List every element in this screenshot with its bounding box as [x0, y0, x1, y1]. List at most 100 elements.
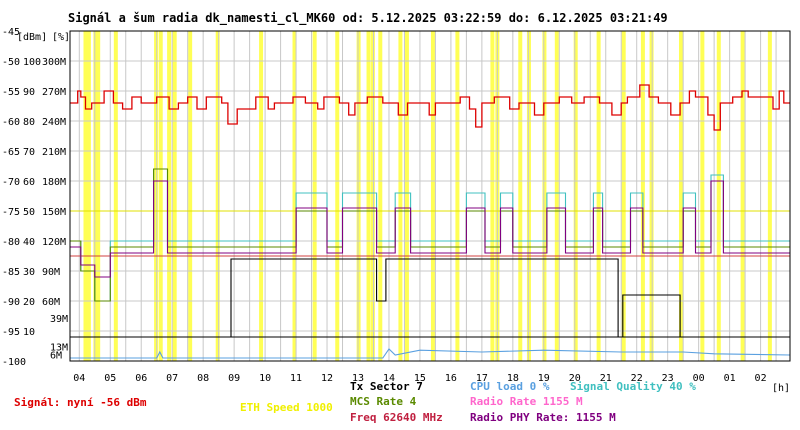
eth-band-8: [172, 31, 177, 361]
x-tick-11: 15: [414, 373, 426, 384]
x-tick-10: 14: [383, 373, 395, 384]
legend-signal-now: Signál: nyní -56 dBm: [14, 396, 147, 409]
eth-yellow-bands: [83, 31, 772, 361]
y-tick-pct-3: 70: [23, 147, 35, 158]
y-tick-pct-4: 60: [23, 177, 35, 188]
eth-band-12: [292, 31, 297, 361]
x-tick-5: 09: [228, 373, 240, 384]
y-tick-pct-9: 10: [23, 327, 35, 338]
x-tick-21: 01: [724, 373, 736, 384]
y-tick-pct-8: 20: [23, 297, 35, 308]
y-tick-dbm-5: -70: [2, 177, 20, 188]
y-tick-dbm-10: -95: [2, 327, 20, 338]
series-line-4: [70, 258, 790, 338]
eth-band-6: [158, 31, 163, 361]
eth-band-35: [700, 31, 705, 361]
eth-band-2: [93, 31, 98, 361]
y-tick-rate-6: 120M: [42, 237, 66, 248]
eth-band-0: [83, 31, 88, 361]
eth-band-34: [678, 31, 683, 361]
eth-band-20: [404, 31, 409, 361]
marker-label-1: 13M: [50, 343, 68, 354]
y-tick-pct-7: 30: [23, 267, 35, 278]
x-tick-0: 04: [73, 373, 85, 384]
x-tick-18: 22: [631, 373, 643, 384]
x-tick-15: 19: [538, 373, 550, 384]
y-tick-pct-2: 80: [23, 117, 35, 128]
eth-band-9: [188, 31, 193, 361]
eth-band-3: [96, 31, 101, 361]
y-tick-dbm-8: -85: [2, 267, 20, 278]
eth-band-26: [526, 31, 531, 361]
eth-band-7: [167, 31, 172, 361]
y-tick-pct-1: 90: [23, 87, 35, 98]
eth-band-13: [312, 31, 317, 361]
eth-band-30: [596, 31, 601, 361]
y-tick-rate-2: 240M: [42, 117, 66, 128]
x-tick-labels: 04 05 06 07 08 09 10 11 12 13 14 15 16 17 18 19 20 21 22 23…: [73, 373, 766, 384]
x-tick-6: 10: [259, 373, 271, 384]
y-tick-dbm-11: -100: [2, 357, 26, 368]
x-tick-22: 02: [755, 373, 767, 384]
eth-band-21: [430, 31, 435, 361]
eth-band-15: [356, 31, 361, 361]
series-line-5: [70, 348, 791, 359]
y-tick-rate-4: 180M: [42, 177, 66, 188]
eth-band-23: [490, 31, 495, 361]
y-tick-dbm-7: -80: [2, 237, 20, 248]
eth-band-1: [86, 31, 91, 361]
y-tick-dbm-6: -75: [2, 207, 20, 218]
x-tick-17: 21: [600, 373, 612, 384]
eth-band-4: [113, 31, 118, 361]
eth-band-25: [518, 31, 523, 361]
x-tick-8: 12: [321, 373, 333, 384]
series-lines: [70, 84, 791, 359]
x-tick-20: 00: [693, 373, 705, 384]
x-unit-label: [h]: [772, 383, 790, 394]
legend-tx-sector: Tx Sector 7: [350, 380, 423, 393]
grid-lines: [70, 30, 790, 362]
y-tick-dbm-2: -55: [2, 87, 20, 98]
y-tick-rate-8: 60M: [42, 297, 60, 308]
y-tick-pct-6: 40: [23, 237, 35, 248]
y-tick-pct-0: 100: [23, 57, 41, 68]
legend-mcs-rate: MCS Rate 4: [350, 395, 417, 408]
legend-radio-phy-rate: Radio PHY Rate: 1155 M: [470, 411, 616, 424]
eth-band-17: [370, 31, 375, 361]
eth-band-29: [573, 31, 578, 361]
x-tick-14: 18: [507, 373, 519, 384]
eth-band-11: [259, 31, 264, 361]
x-tick-7: 11: [290, 373, 302, 384]
right-unit-label: [%]: [52, 32, 70, 43]
y-tick-dbm-0: -45: [2, 27, 20, 38]
legend-freq: Freq 62640 MHz: [350, 411, 443, 424]
left-unit-label: [dBm]: [17, 32, 47, 43]
y-tick-dbm-3: -60: [2, 117, 20, 128]
y-tick-rate-1: 270M: [42, 87, 66, 98]
y-tick-dbm-4: -65: [2, 147, 20, 158]
x-tick-9: 13: [352, 373, 364, 384]
x-tick-12: 16: [445, 373, 457, 384]
x-tick-4: 08: [197, 373, 209, 384]
y-tick-dbm-9: -90: [2, 297, 20, 308]
eth-band-16: [366, 31, 371, 361]
y-tick-pct-5: 50: [23, 207, 35, 218]
x-tick-13: 17: [476, 373, 488, 384]
eth-band-19: [398, 31, 403, 361]
eth-band-18: [378, 31, 383, 361]
legend-signal-quality: Signal Quality 40 %: [570, 380, 696, 393]
chart-title: Signál a šum radia dk_namesti_cl_MK60 od…: [68, 11, 668, 26]
eth-band-38: [767, 31, 772, 361]
eth-band-27: [542, 31, 547, 361]
legend-radio-rate: Radio Rate 1155 M: [470, 395, 583, 408]
x-tick-16: 20: [569, 373, 581, 384]
legend-eth-speed: ETH Speed 1000: [240, 401, 333, 414]
plot-frame: [69, 30, 791, 362]
legend-cpu-load: CPU load 0 %: [470, 380, 550, 393]
eth-band-10: [215, 31, 220, 361]
y-tick-rate-5: 150M: [42, 207, 66, 218]
marker-label-0: 39M: [50, 314, 68, 325]
y-tick-dbm-1: -50: [2, 57, 20, 68]
x-tick-1: 05: [104, 373, 116, 384]
x-tick-2: 06: [135, 373, 147, 384]
